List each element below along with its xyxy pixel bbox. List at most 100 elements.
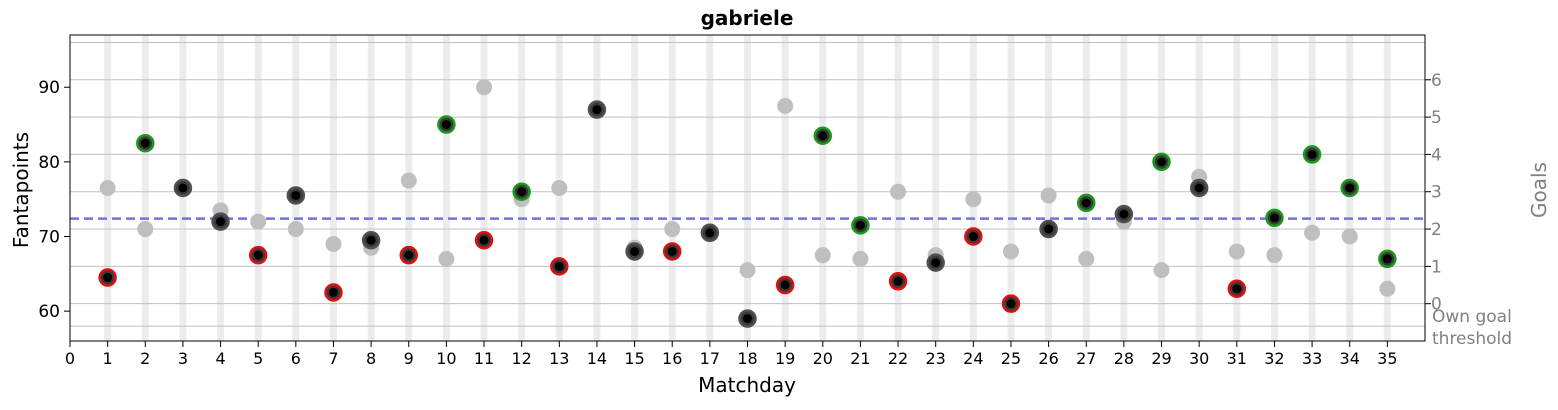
player-point-center bbox=[1194, 183, 1204, 193]
player-point-center bbox=[404, 250, 414, 260]
x-tick-label: 22 bbox=[888, 349, 908, 368]
matchday-stripe bbox=[1120, 35, 1128, 341]
player-point-center bbox=[554, 261, 564, 271]
player-point bbox=[1039, 219, 1058, 239]
matchday-stripe bbox=[932, 35, 940, 341]
player-point bbox=[700, 223, 720, 243]
matchday-stripe bbox=[668, 35, 676, 341]
x-tick-label: 25 bbox=[1001, 349, 1021, 368]
matchday-stripe bbox=[1383, 35, 1391, 341]
opponent-point bbox=[965, 191, 982, 208]
x-tick-label: 23 bbox=[926, 349, 946, 368]
player-point-center bbox=[1081, 198, 1091, 208]
player-point-center bbox=[667, 246, 677, 256]
opponent-point bbox=[1078, 250, 1095, 267]
opponent-point bbox=[1341, 228, 1358, 245]
opponent-point bbox=[400, 172, 417, 189]
player-point-center bbox=[1119, 209, 1129, 219]
opponent-point bbox=[551, 180, 568, 196]
player-point bbox=[926, 253, 945, 272]
x-tick-label: 34 bbox=[1340, 349, 1360, 368]
player-point bbox=[813, 126, 833, 146]
player-point-center bbox=[1044, 224, 1054, 234]
x-tick-label: 10 bbox=[436, 349, 456, 368]
matchday-stripe bbox=[969, 35, 977, 341]
player-point bbox=[1001, 294, 1021, 313]
player-point-center bbox=[743, 314, 752, 324]
matchday-stripe bbox=[819, 35, 827, 341]
x-tick-label: 27 bbox=[1076, 349, 1096, 368]
x-tick-label: 9 bbox=[404, 349, 414, 368]
x-tick-label: 29 bbox=[1151, 349, 1171, 368]
goals-tick-label: 4 bbox=[1431, 145, 1442, 165]
x-tick-label: 12 bbox=[511, 349, 531, 368]
x-tick-label: 7 bbox=[328, 349, 338, 368]
player-point bbox=[1077, 193, 1096, 213]
player-point-center bbox=[1269, 213, 1279, 223]
x-tick-label: 0 bbox=[65, 349, 75, 368]
goals-tick-label: 5 bbox=[1431, 108, 1442, 128]
x-tick-label: 2 bbox=[140, 349, 150, 368]
goals-tick-label: 1 bbox=[1431, 257, 1442, 277]
matchday-stripe bbox=[631, 35, 639, 341]
opponent-point bbox=[777, 97, 794, 114]
x-tick-label: 33 bbox=[1302, 349, 1322, 368]
player-point bbox=[625, 242, 644, 261]
x-tick-label: 35 bbox=[1377, 349, 1397, 368]
matchday-stripe bbox=[593, 35, 601, 341]
player-point-center bbox=[103, 273, 113, 283]
player-point bbox=[775, 275, 795, 295]
player-point bbox=[662, 242, 682, 261]
goals-tick-label: 6 bbox=[1431, 71, 1442, 91]
own-goal-threshold-label-line1: Own goal bbox=[1432, 307, 1512, 327]
x-tick-label: 6 bbox=[291, 349, 301, 368]
player-point-center bbox=[178, 183, 188, 193]
player-point-center bbox=[1345, 183, 1355, 193]
opponent-point bbox=[137, 221, 154, 238]
player-point bbox=[738, 309, 757, 328]
player-point-center bbox=[968, 232, 978, 242]
matchday-stripe bbox=[1233, 35, 1241, 341]
matchday-stripe bbox=[442, 35, 450, 341]
player-point bbox=[248, 245, 268, 265]
x-tick-label: 8 bbox=[366, 349, 376, 368]
player-point bbox=[1265, 208, 1284, 228]
matchday-stripe bbox=[329, 35, 337, 341]
player-point bbox=[474, 230, 494, 250]
player-point bbox=[324, 283, 343, 302]
y-tick-label: 60 bbox=[38, 302, 60, 322]
player-point-center bbox=[780, 280, 790, 290]
x-tick-label: 31 bbox=[1227, 349, 1247, 368]
x-tick-label: 21 bbox=[850, 349, 870, 368]
matchday-stripe bbox=[1270, 35, 1278, 341]
player-point bbox=[361, 230, 381, 250]
player-point-center bbox=[1006, 299, 1016, 309]
goals-tick-label: 0 bbox=[1431, 295, 1442, 315]
x-tick-label: 20 bbox=[813, 349, 833, 368]
player-point-center bbox=[855, 220, 865, 230]
player-point-center bbox=[1307, 149, 1317, 159]
player-point-center bbox=[630, 246, 640, 256]
x-axis-label: Matchday bbox=[698, 373, 796, 397]
opponent-point bbox=[814, 247, 831, 264]
x-axis-ticks: 0 1 2 3 4 5 6 7 8 9 10 11 12 13 14 15 16 17 18 19 20 21 22 23 24… bbox=[65, 341, 1398, 368]
player-point-center bbox=[291, 190, 301, 200]
opponent-point bbox=[438, 250, 455, 267]
matchday-stripe bbox=[1158, 35, 1166, 341]
opponent-point bbox=[664, 221, 681, 238]
player-point bbox=[1340, 178, 1359, 198]
x-tick-label: 18 bbox=[737, 349, 757, 368]
player-point bbox=[1227, 279, 1247, 299]
player-point-center bbox=[705, 228, 715, 238]
y-tick-label: 90 bbox=[38, 78, 60, 98]
opponent-point bbox=[476, 79, 493, 96]
player-point-center bbox=[328, 287, 338, 297]
player-point bbox=[437, 115, 456, 134]
player-point-center bbox=[1232, 284, 1242, 294]
x-tick-label: 32 bbox=[1264, 349, 1284, 368]
opponent-point bbox=[1040, 187, 1057, 204]
player-point-center bbox=[441, 120, 451, 130]
y-tick-label: 70 bbox=[38, 228, 60, 248]
player-point bbox=[550, 257, 569, 276]
